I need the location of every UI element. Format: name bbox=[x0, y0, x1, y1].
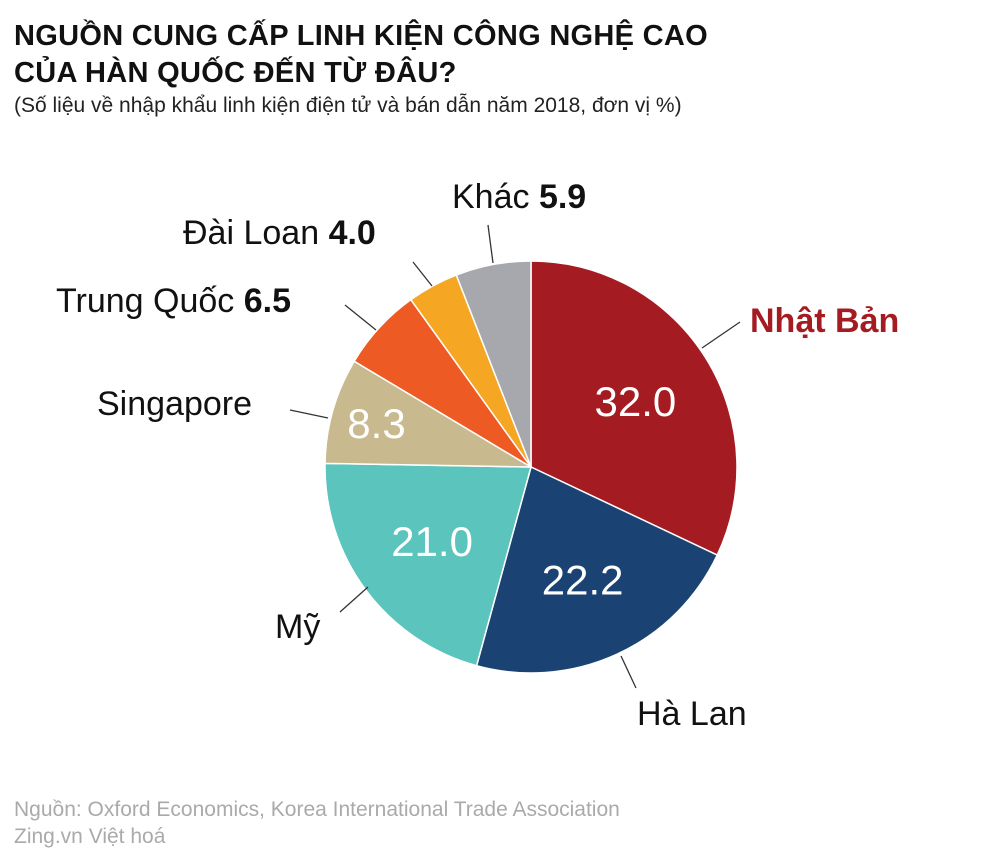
slice-value: 8.3 bbox=[347, 400, 405, 447]
label-other: Khác 5.9 bbox=[452, 178, 587, 216]
label-taiwan: Đài Loan 4.0 bbox=[183, 214, 376, 252]
label-usa: Mỹ bbox=[275, 608, 321, 646]
slice-value: 22.2 bbox=[542, 556, 624, 603]
label-netherlands: Hà Lan bbox=[637, 695, 747, 733]
chart-title: NGUỒN CUNG CẤP LINH KIỆN CÔNG NGHỆ CAO C… bbox=[14, 20, 709, 89]
slice-value: 21.0 bbox=[391, 518, 473, 565]
pie-slice bbox=[475, 465, 719, 674]
pie-slice bbox=[324, 360, 534, 468]
leader-lines bbox=[289, 224, 741, 689]
footer: Nguồn: Oxford Economics, Korea Internati… bbox=[14, 798, 620, 848]
label-japan: Nhật Bản bbox=[750, 302, 900, 340]
label-singapore: Singapore bbox=[97, 385, 253, 423]
pie-slice bbox=[455, 260, 532, 468]
label-china: Trung Quốc 6.5 bbox=[56, 282, 291, 320]
chart-subtitle: (Số liệu về nhập khẩu linh kiện điện tử … bbox=[14, 94, 682, 117]
pie-slice bbox=[530, 260, 738, 557]
pie-slice bbox=[324, 462, 532, 667]
slice-value: 32.0 bbox=[595, 378, 677, 425]
